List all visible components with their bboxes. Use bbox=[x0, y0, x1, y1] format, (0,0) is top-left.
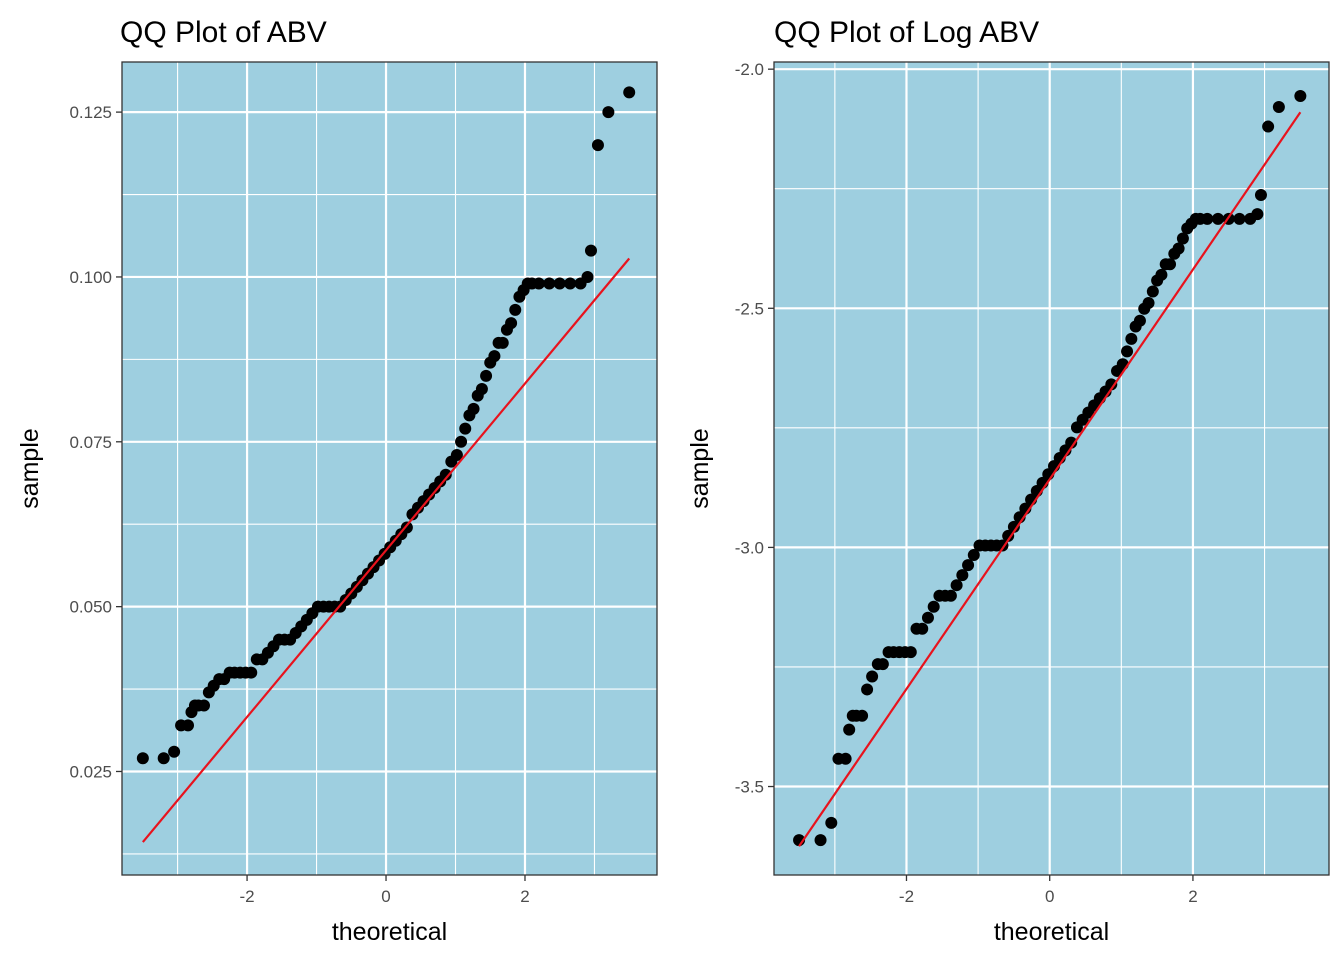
data-point bbox=[1164, 258, 1177, 271]
data-point bbox=[245, 666, 258, 679]
data-point bbox=[1172, 242, 1185, 255]
data-point bbox=[182, 719, 195, 732]
data-point bbox=[623, 86, 636, 99]
data-point bbox=[839, 752, 852, 765]
data-point bbox=[1155, 268, 1168, 281]
data-point bbox=[1146, 285, 1159, 298]
plot-border bbox=[773, 61, 1330, 876]
data-point bbox=[553, 277, 566, 290]
data-point bbox=[1007, 520, 1020, 533]
data-point bbox=[866, 670, 879, 683]
data-point bbox=[916, 622, 929, 635]
chart-title: QQ Plot of Log ABV bbox=[774, 16, 1039, 49]
x-axis-label: theoretical bbox=[994, 918, 1109, 946]
data-point bbox=[856, 709, 869, 722]
x-tick-label: -2 bbox=[899, 887, 914, 906]
x-tick-label: 0 bbox=[381, 887, 390, 906]
data-point bbox=[1262, 120, 1275, 133]
qq-plot-abv-panel: 0.025 0.050 0.075 0.100 0.125 -2 0 2 QQ Plot of … bbox=[16, 16, 658, 946]
y-tick-label: 0.075 bbox=[69, 433, 112, 452]
y-tick-label: 0.025 bbox=[69, 762, 112, 781]
data-point bbox=[505, 317, 518, 330]
data-point bbox=[584, 244, 597, 257]
data-point bbox=[1133, 314, 1146, 327]
chart-title: QQ Plot of ABV bbox=[120, 16, 327, 49]
data-point bbox=[1233, 212, 1246, 225]
y-tick-label: 0.125 bbox=[69, 103, 112, 122]
data-point bbox=[581, 270, 594, 283]
data-point bbox=[543, 277, 556, 290]
plot-border bbox=[121, 61, 658, 876]
data-point bbox=[825, 816, 838, 829]
y-tick-label: 0.050 bbox=[69, 598, 112, 617]
data-point bbox=[157, 752, 170, 765]
data-point bbox=[1294, 89, 1307, 102]
data-point bbox=[1176, 232, 1189, 245]
y-tick-label: -2.5 bbox=[735, 299, 764, 318]
data-point bbox=[861, 683, 874, 696]
y-tick-label: -3.5 bbox=[735, 778, 764, 797]
plot-background bbox=[122, 62, 657, 875]
data-point bbox=[1251, 208, 1264, 221]
y-axis-label: sample bbox=[686, 428, 714, 509]
data-point bbox=[876, 658, 889, 671]
x-axis-label: theoretical bbox=[332, 918, 447, 946]
data-point bbox=[450, 448, 463, 461]
data-point bbox=[904, 646, 917, 659]
reference-line bbox=[141, 257, 631, 843]
data-point bbox=[197, 699, 210, 712]
y-tick-label: -2.0 bbox=[735, 60, 764, 79]
data-point bbox=[1065, 436, 1078, 449]
data-point bbox=[1002, 529, 1015, 542]
data-point bbox=[488, 350, 501, 363]
data-point bbox=[591, 139, 604, 152]
x-tick-label: 2 bbox=[520, 887, 529, 906]
qq-plot-log-abv-panel: -3.5 -3.0 -2.5 -2.0 -2 0 2 QQ Plot of Log ABV th… bbox=[686, 16, 1330, 946]
data-point bbox=[967, 549, 980, 562]
data-point bbox=[459, 422, 472, 435]
data-point bbox=[921, 611, 934, 624]
data-point bbox=[1254, 188, 1267, 201]
data-point bbox=[1105, 378, 1118, 391]
data-point bbox=[1201, 212, 1214, 225]
data-point bbox=[944, 589, 957, 602]
data-point bbox=[962, 559, 975, 572]
data-point bbox=[950, 579, 963, 592]
x-tick-label: 0 bbox=[1045, 887, 1054, 906]
data-point bbox=[814, 834, 827, 847]
data-point bbox=[455, 435, 468, 448]
x-tick-label: -2 bbox=[240, 887, 255, 906]
data-point bbox=[439, 468, 452, 481]
data-point bbox=[1212, 212, 1224, 225]
data-point bbox=[168, 745, 181, 758]
y-tick-label: 0.100 bbox=[69, 268, 112, 287]
data-point bbox=[475, 383, 488, 396]
data-point bbox=[1142, 297, 1155, 310]
x-tick-label: 2 bbox=[1188, 887, 1197, 906]
y-tick-label: -3.0 bbox=[735, 538, 764, 557]
data-point bbox=[956, 569, 969, 582]
data-point bbox=[602, 106, 615, 119]
data-point bbox=[1125, 332, 1138, 345]
data-point bbox=[927, 600, 940, 613]
data-point bbox=[1121, 345, 1134, 358]
reference-line bbox=[798, 111, 1302, 847]
data-point bbox=[509, 303, 522, 316]
data-point bbox=[1272, 100, 1285, 113]
data-point bbox=[467, 402, 480, 415]
data-point bbox=[496, 336, 509, 349]
data-point bbox=[480, 369, 493, 382]
y-axis-label: sample bbox=[16, 428, 44, 509]
data-point bbox=[532, 277, 545, 290]
data-point bbox=[136, 752, 149, 765]
data-point bbox=[564, 277, 577, 290]
data-point bbox=[843, 723, 856, 736]
